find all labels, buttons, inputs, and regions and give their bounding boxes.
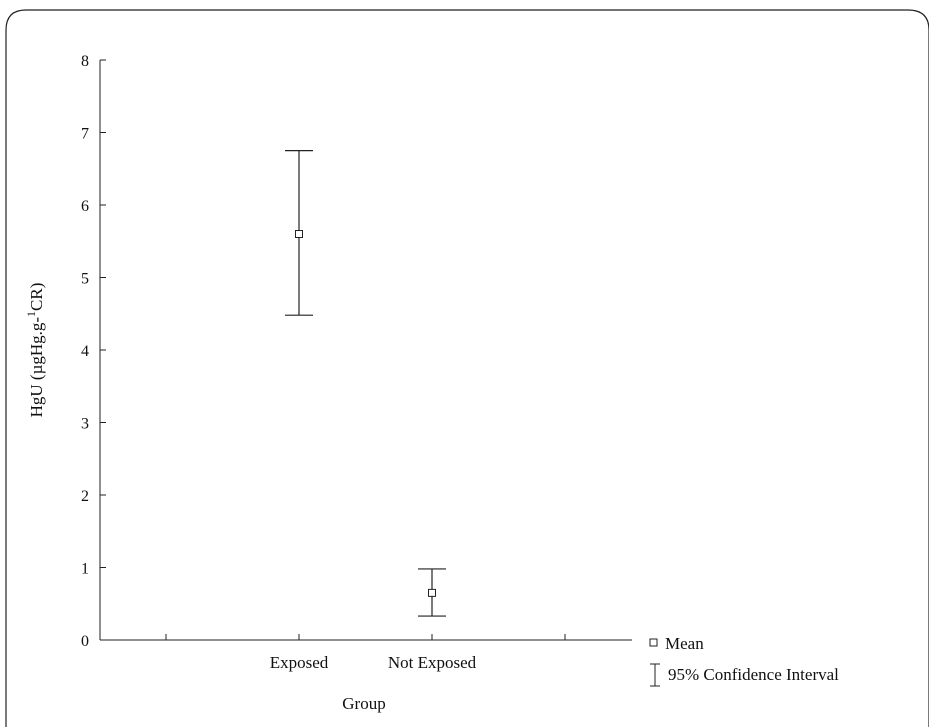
legend-ci-label: 95% Confidence Interval: [668, 665, 839, 684]
legend-mean-label: Mean: [665, 634, 704, 653]
data-marks: [285, 150, 446, 617]
mean-point: [295, 230, 303, 238]
chart-frame: [5, 9, 929, 727]
y-tick-label: 5: [81, 271, 89, 288]
x-axis-label: Group: [342, 694, 385, 713]
x-ticks: [165, 634, 566, 640]
y-axis-label: HgU (µgHg.g-1CR): [24, 283, 46, 418]
y-tick-label: 0: [81, 633, 89, 650]
y-tick-label: 1: [81, 561, 89, 578]
y-ticks: 0 1 2 3 4 5 6 7 8: [81, 53, 106, 650]
y-tick-label: 8: [81, 53, 89, 70]
y-tick-label: 4: [81, 343, 89, 360]
x-tick-label-exposed: Exposed: [270, 653, 329, 672]
mean-point: [428, 588, 436, 597]
y-axis-label-superscript: 1: [24, 311, 38, 317]
y-tick-label: 7: [81, 126, 89, 143]
y-axis-label-tail: CR): [27, 283, 46, 311]
legend: Mean 95% Confidence Interval: [649, 634, 839, 687]
y-tick-label: 3: [81, 416, 89, 433]
legend-ci-marker: [650, 663, 660, 687]
y-tick-label: 6: [81, 198, 89, 215]
y-tick-label: 2: [81, 488, 89, 505]
y-axis-label-main: HgU (µgHg.g-: [27, 317, 46, 418]
x-tick-label-not-exposed: Not Exposed: [388, 653, 477, 672]
legend-mean-marker: [649, 638, 658, 647]
